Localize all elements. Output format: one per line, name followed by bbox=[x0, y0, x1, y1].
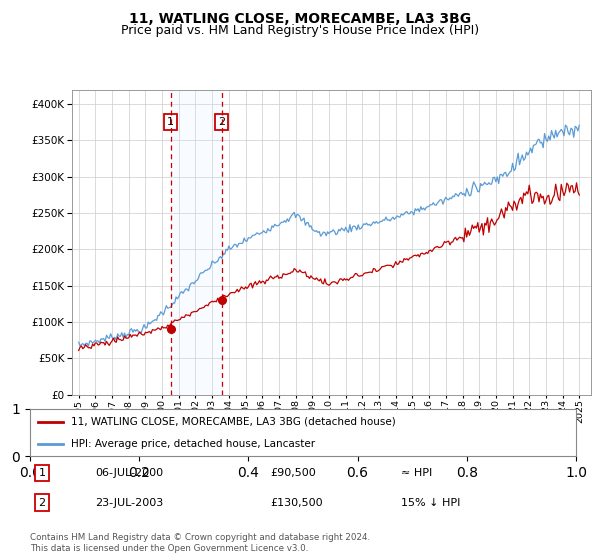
Text: 11, WATLING CLOSE, MORECAMBE, LA3 3BG (detached house): 11, WATLING CLOSE, MORECAMBE, LA3 3BG (d… bbox=[71, 417, 396, 427]
Text: 11, WATLING CLOSE, MORECAMBE, LA3 3BG: 11, WATLING CLOSE, MORECAMBE, LA3 3BG bbox=[129, 12, 471, 26]
Bar bbox=[171, 90, 221, 395]
Text: 2: 2 bbox=[38, 498, 46, 507]
Text: Price paid vs. HM Land Registry's House Price Index (HPI): Price paid vs. HM Land Registry's House … bbox=[121, 24, 479, 36]
Text: ≈ HPI: ≈ HPI bbox=[401, 468, 433, 478]
Text: £130,500: £130,500 bbox=[270, 498, 323, 507]
Text: 1: 1 bbox=[167, 117, 174, 127]
Text: 1: 1 bbox=[38, 468, 46, 478]
Text: Contains HM Land Registry data © Crown copyright and database right 2024.
This d: Contains HM Land Registry data © Crown c… bbox=[30, 533, 370, 553]
Text: 2: 2 bbox=[218, 117, 225, 127]
Text: £90,500: £90,500 bbox=[270, 468, 316, 478]
Text: 15% ↓ HPI: 15% ↓ HPI bbox=[401, 498, 461, 507]
Text: HPI: Average price, detached house, Lancaster: HPI: Average price, detached house, Lanc… bbox=[71, 438, 315, 449]
Text: 23-JUL-2003: 23-JUL-2003 bbox=[95, 498, 164, 507]
Text: 06-JUL-2000: 06-JUL-2000 bbox=[95, 468, 164, 478]
